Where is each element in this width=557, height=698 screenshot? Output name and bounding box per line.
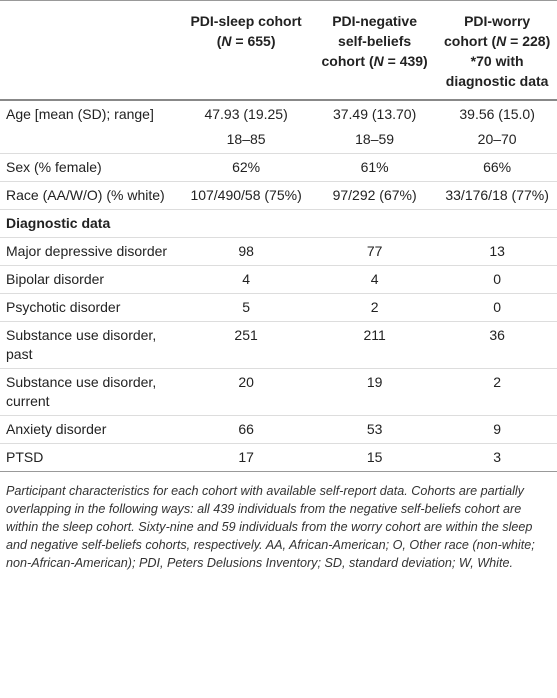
table-cell: 62%: [180, 153, 312, 182]
column-header: PDI-sleep cohort (N = 655): [180, 0, 312, 101]
table-cell: 4: [311, 265, 438, 294]
table-cell: 47.93 (19.25) 18–85: [180, 100, 312, 154]
footnote: Participant characteristics for each coh…: [6, 484, 535, 570]
header-text: PDI-worry cohort (: [444, 13, 531, 49]
table-cell: 107/490/58 (75%): [180, 181, 312, 210]
header-text: N: [496, 33, 507, 49]
column-header: PDI-worry cohort (N = 228) *70 with diag…: [437, 0, 557, 101]
row-label: Substance use disorder, past: [0, 321, 181, 369]
table-cell: 13: [437, 237, 557, 266]
table-row: Major depressive disorder 98 77 13: [0, 237, 557, 266]
cell-line: 18–59: [355, 131, 395, 147]
section-label: Diagnostic data: [0, 209, 557, 238]
row-label: Bipolar disorder: [0, 265, 181, 294]
row-label: Age [mean (SD); range]: [0, 100, 181, 154]
table-cell: 17: [180, 443, 312, 472]
table-cell: 33/176/18 (77%): [437, 181, 557, 210]
header-text: = 439): [383, 53, 428, 69]
row-label: Race (AA/W/O) (% white): [0, 181, 181, 210]
table-cell: 77: [311, 237, 438, 266]
table-cell: 0: [437, 265, 557, 294]
row-label: Anxiety disorder: [0, 415, 181, 444]
table-cell: 15: [311, 443, 438, 472]
header-text: PDI-sleep cohort (: [190, 13, 302, 49]
table-row: Psychotic disorder 5 2 0: [0, 293, 557, 322]
cell-line: 37.49 (13.70): [332, 106, 417, 122]
table-cell: 36: [437, 321, 557, 369]
table-row: Age [mean (SD); range] 47.93 (19.25) 18–85…: [0, 100, 557, 154]
table-row: Sex (% female) 62% 61% 66%: [0, 153, 557, 182]
row-label: Sex (% female): [0, 153, 181, 182]
row-label: Major depressive disorder: [0, 237, 181, 266]
table-cell: 53: [311, 415, 438, 444]
header-text: = 228) *70 with diagnostic data: [445, 33, 551, 89]
table-row: Race (AA/W/O) (% white) 107/490/58 (75%) 9…: [0, 181, 557, 210]
table-row: Anxiety disorder 66 53 9: [0, 415, 557, 444]
column-header: [0, 0, 181, 101]
header-text: N: [373, 53, 384, 69]
header-text: PDI-negative self-beliefs cohort (: [321, 13, 418, 69]
table-cell: 9: [437, 415, 557, 444]
table-cell: 2: [437, 368, 557, 416]
row-label: Psychotic disorder: [0, 293, 181, 322]
cell-line: 39.56 (15.0): [459, 106, 535, 122]
cell-line: 20–70: [477, 131, 517, 147]
table-cell: 97/292 (67%): [311, 181, 438, 210]
row-label: PTSD: [0, 443, 181, 472]
row-label: Substance use disorder, current: [0, 368, 181, 416]
cell-line: 18–85: [226, 131, 266, 147]
table-cell: 19: [311, 368, 438, 416]
characteristics-table: PDI-sleep cohort (N = 655) PDI-negative s…: [0, 0, 557, 472]
cell-line: 47.93 (19.25): [204, 106, 288, 122]
table-cell: 3: [437, 443, 557, 472]
table-cell: 211: [311, 321, 438, 369]
table-cell: 39.56 (15.0) 20–70: [437, 100, 557, 154]
table-cell: 61%: [311, 153, 438, 182]
table-cell: 5: [180, 293, 312, 322]
table-cell: 66%: [437, 153, 557, 182]
table-cell: 20: [180, 368, 312, 416]
section-row: Diagnostic data: [0, 209, 557, 238]
table-cell: 0: [437, 293, 557, 322]
table-cell: 98: [180, 237, 312, 266]
header-text: = 655): [231, 33, 276, 49]
table-cell: 2: [311, 293, 438, 322]
column-header: PDI-negative self-beliefs cohort (N = 43…: [311, 0, 438, 101]
table-row: Bipolar disorder 4 4 0: [0, 265, 557, 294]
table-row: PTSD 17 15 3: [0, 443, 557, 472]
header-row: PDI-sleep cohort (N = 655) PDI-negative s…: [0, 0, 557, 101]
table-row: Substance use disorder, current 20 19 2: [0, 368, 557, 416]
table-cell: 251: [180, 321, 312, 369]
table-cell: 66: [180, 415, 312, 444]
table-cell: 37.49 (13.70) 18–59: [311, 100, 438, 154]
header-text: N: [221, 33, 232, 49]
table-row: Substance use disorder, past 251 211 36: [0, 321, 557, 369]
table-cell: 4: [180, 265, 312, 294]
